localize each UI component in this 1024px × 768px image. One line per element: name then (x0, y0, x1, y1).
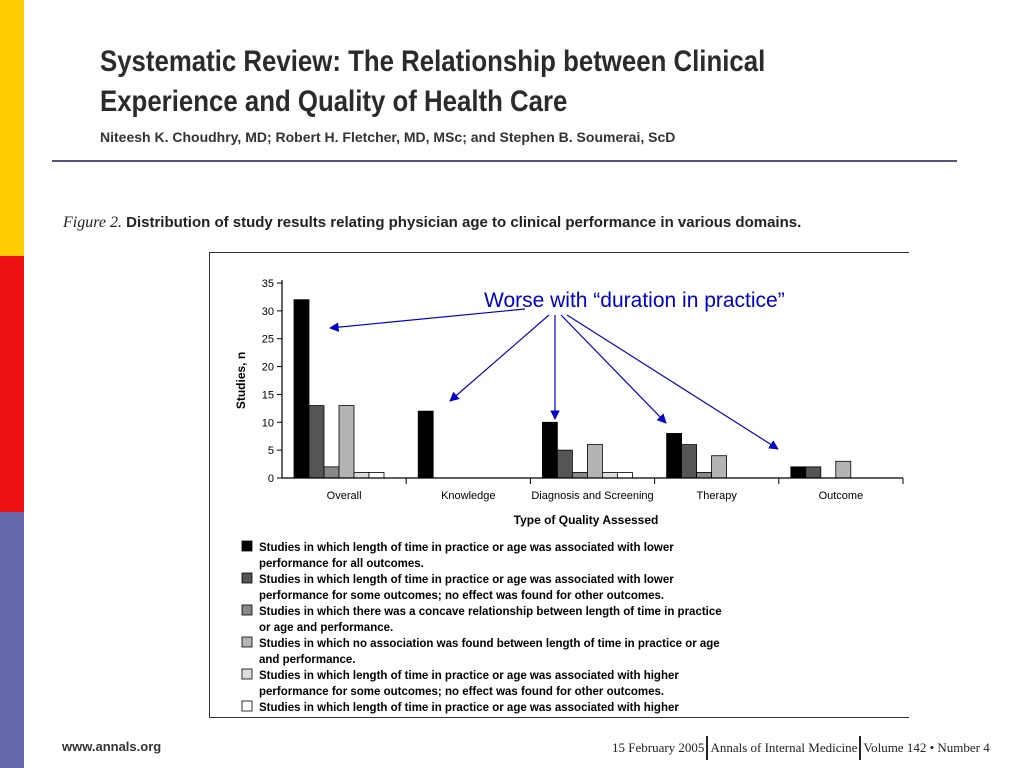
side-bar-red (0, 256, 24, 512)
side-bar-yellow (0, 0, 24, 256)
legend-swatch (241, 700, 253, 712)
chart-frame: 0 5 10 15 20 25 30 35 Studies, n Overall Knowledge… (209, 252, 909, 718)
y-tick-label: 30 (262, 306, 274, 318)
legend-label: or age and performance. (259, 622, 393, 634)
footer-date: 15 February 2005 (612, 740, 705, 755)
legend-label: performance for all outcomes. (259, 558, 424, 570)
bar (586, 444, 603, 479)
article-authors: Niteesh K. Choudhry, MD; Robert H. Fletc… (100, 129, 676, 145)
footer-citation: 15 February 2005 Annals of Internal Medi… (612, 735, 990, 761)
side-bar-blue (0, 512, 24, 768)
bar (556, 449, 573, 479)
bar (711, 455, 728, 479)
article-title: Systematic Review: The Relationship betw… (100, 45, 766, 118)
legend-label: Studies in which there was a concave rel… (259, 606, 722, 618)
legend-label: Studies in which length of time in pract… (259, 574, 674, 586)
y-tick-label: 0 (268, 473, 274, 485)
bar (805, 466, 822, 479)
x-tick-label: Overall (327, 490, 362, 502)
legend-label: Studies in which length of time in pract… (259, 702, 679, 714)
x-axis-label: Type of Quality Assessed (514, 513, 659, 527)
footer-volume: Volume 142 • Number 4 (863, 740, 990, 755)
legend-swatch (241, 604, 253, 616)
bar (601, 472, 618, 479)
annotation-arrow (560, 314, 667, 424)
figure-caption-text: Distribution of study results relating p… (126, 214, 802, 231)
y-tick-label: 5 (268, 445, 274, 457)
legend-label: and performance. (259, 654, 356, 666)
y-tick-label: 10 (262, 417, 274, 429)
legend-label: performance for some outcomes; no effect… (259, 686, 664, 698)
bar-chart: 0 5 10 15 20 25 30 35 Studies, n Overall Knowledge… (234, 278, 904, 714)
x-tick-label: Diagnosis and Screening (531, 490, 653, 502)
bar (616, 472, 633, 479)
bar (293, 299, 310, 479)
footer-website: www.annals.org (62, 739, 162, 754)
x-tick-label: Outcome (819, 490, 864, 502)
legend-label: Studies in which length of time in pract… (259, 542, 674, 554)
footer-journal: Annals of Internal Medicine (710, 740, 858, 755)
legend-swatch (241, 572, 253, 584)
bar (541, 421, 558, 479)
y-tick-label: 25 (262, 334, 274, 346)
figure-label: Figure 2. (63, 214, 122, 231)
legend-swatch (241, 668, 253, 680)
footer-divider (706, 736, 709, 760)
x-tick-label: Knowledge (441, 490, 495, 502)
bar (681, 444, 698, 479)
bar (308, 405, 325, 479)
bar (417, 410, 434, 479)
annotation-arrow (449, 314, 550, 402)
annotation-arrow (566, 314, 779, 450)
y-tick-label: 15 (262, 389, 274, 401)
bar (353, 472, 370, 479)
bar (571, 472, 588, 479)
annotation-arrow (329, 308, 526, 332)
footer-divider (859, 736, 862, 760)
title-rule (52, 160, 957, 162)
bar (790, 466, 807, 479)
y-axis-label: Studies, n (234, 352, 248, 409)
y-tick-label: 35 (262, 278, 274, 290)
legend-label: Studies in which no association was foun… (259, 638, 720, 650)
legend-label: Studies in which length of time in pract… (259, 670, 679, 682)
legend-swatch (241, 636, 253, 648)
bar (835, 460, 852, 479)
annotation-text: Worse with “duration in practice” (484, 289, 785, 312)
legend-label: performance for some outcomes; no effect… (259, 590, 664, 602)
legend-swatch (241, 540, 253, 552)
bar (338, 405, 355, 479)
bar (696, 472, 713, 479)
bar (323, 466, 340, 479)
y-tick-label: 20 (262, 362, 274, 374)
x-tick-label: Therapy (697, 490, 738, 502)
figure-caption: Figure 2. Distribution of study results … (63, 214, 801, 232)
bar (368, 472, 385, 479)
bar (666, 433, 683, 479)
